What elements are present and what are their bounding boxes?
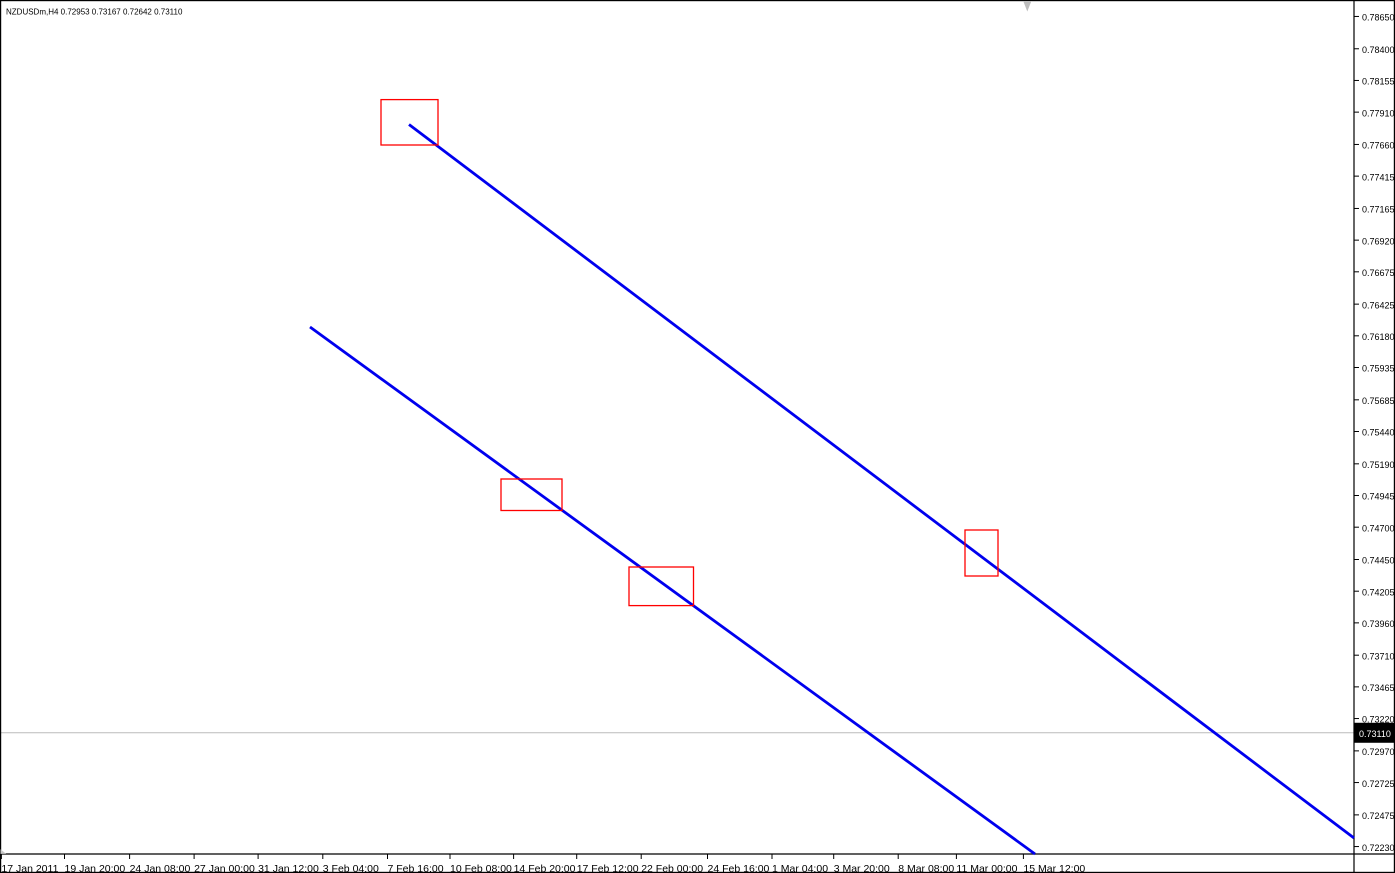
- svg-text:7 Feb 16:00: 7 Feb 16:00: [388, 863, 444, 873]
- svg-text:0.74945: 0.74945: [1362, 492, 1395, 502]
- svg-text:0.72970: 0.72970: [1362, 747, 1395, 757]
- svg-text:0.73960: 0.73960: [1362, 619, 1395, 629]
- svg-text:0.76920: 0.76920: [1362, 236, 1395, 246]
- svg-text:0.73465: 0.73465: [1362, 683, 1395, 693]
- svg-text:0.77660: 0.77660: [1362, 141, 1395, 151]
- svg-text:NZDUSDm,H4 0.72953 0.73167 0.: NZDUSDm,H4 0.72953 0.73167 0.72642 0.731…: [6, 8, 183, 17]
- svg-text:0.76180: 0.76180: [1362, 332, 1395, 342]
- svg-text:0.75685: 0.75685: [1362, 396, 1395, 406]
- svg-text:3 Mar 20:00: 3 Mar 20:00: [834, 863, 890, 873]
- svg-text:0.78400: 0.78400: [1362, 45, 1395, 55]
- svg-text:0.78650: 0.78650: [1362, 13, 1395, 23]
- svg-text:11 Mar 00:00: 11 Mar 00:00: [956, 863, 1017, 873]
- svg-text:27 Jan 00:00: 27 Jan 00:00: [194, 863, 255, 873]
- svg-text:0.72725: 0.72725: [1362, 779, 1395, 789]
- svg-text:0.75190: 0.75190: [1362, 460, 1395, 470]
- svg-text:0.74205: 0.74205: [1362, 587, 1395, 597]
- svg-text:17 Feb 12:00: 17 Feb 12:00: [577, 863, 639, 873]
- svg-text:24 Jan 08:00: 24 Jan 08:00: [130, 863, 191, 873]
- svg-text:0.75935: 0.75935: [1362, 364, 1395, 374]
- svg-text:0.72475: 0.72475: [1362, 811, 1395, 821]
- svg-text:0.76675: 0.76675: [1362, 268, 1395, 278]
- svg-text:24 Feb 16:00: 24 Feb 16:00: [708, 863, 770, 873]
- svg-text:15 Mar 12:00: 15 Mar 12:00: [1023, 863, 1085, 873]
- svg-text:14 Feb 20:00: 14 Feb 20:00: [514, 863, 576, 873]
- svg-text:8 Mar 08:00: 8 Mar 08:00: [898, 863, 954, 873]
- svg-text:17 Jan 2011: 17 Jan 2011: [1, 863, 58, 873]
- svg-text:0.77415: 0.77415: [1362, 172, 1395, 182]
- svg-text:1 Mar 04:00: 1 Mar 04:00: [772, 863, 828, 873]
- svg-text:0.72230: 0.72230: [1362, 843, 1395, 853]
- svg-text:31 Jan 12:00: 31 Jan 12:00: [258, 863, 319, 873]
- svg-text:0.78155: 0.78155: [1362, 77, 1395, 87]
- svg-text:22 Feb 00:00: 22 Feb 00:00: [641, 863, 703, 873]
- svg-text:19 Jan 20:00: 19 Jan 20:00: [65, 863, 126, 873]
- svg-text:0.75440: 0.75440: [1362, 428, 1395, 438]
- svg-text:10 Feb 08:00: 10 Feb 08:00: [450, 863, 512, 873]
- svg-text:0.77910: 0.77910: [1362, 108, 1395, 118]
- svg-text:0.73110: 0.73110: [1359, 729, 1391, 739]
- svg-text:0.73710: 0.73710: [1362, 651, 1395, 661]
- svg-text:0.77165: 0.77165: [1362, 205, 1395, 215]
- svg-text:0.74450: 0.74450: [1362, 556, 1395, 566]
- svg-text:0.74700: 0.74700: [1362, 523, 1395, 533]
- svg-text:0.76425: 0.76425: [1362, 300, 1395, 310]
- svg-text:3 Feb 04:00: 3 Feb 04:00: [323, 863, 379, 873]
